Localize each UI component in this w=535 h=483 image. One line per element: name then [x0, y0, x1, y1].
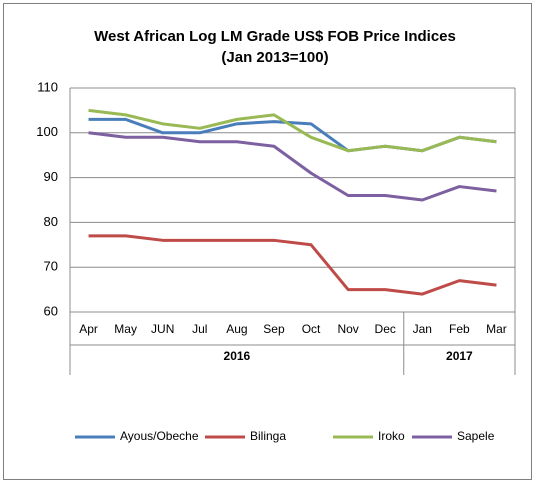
x-group-label: 2016 [224, 349, 251, 363]
series-line [88, 234, 497, 296]
legend-label: Iroko [378, 429, 405, 443]
x-tick-label: Nov [337, 322, 358, 336]
chart-subtitle: (Jan 2013=100) [221, 49, 328, 66]
y-tick-label: 110 [37, 79, 58, 94]
legend-label: Sapele [457, 429, 495, 443]
x-group-label: 2017 [446, 349, 473, 363]
x-tick-label: Sep [263, 322, 285, 336]
x-tick-label: JUN [151, 322, 174, 336]
y-tick-label: 90 [44, 169, 58, 184]
x-tick-label: Dec [375, 322, 396, 336]
series-line [88, 108, 497, 153]
y-tick-label: 70 [44, 259, 58, 274]
x-tick-label: May [114, 322, 137, 336]
legend-label: Bilinga [250, 429, 286, 443]
x-tick-label: Feb [449, 322, 470, 336]
chart-title: West African Log LM Grade US$ FOB Price … [94, 28, 456, 45]
x-tick-label: Apr [79, 322, 98, 336]
y-tick-label: 80 [44, 214, 58, 229]
legend-label: Ayous/Obeche [120, 429, 199, 443]
y-tick-label: 60 [44, 303, 58, 318]
x-tick-label: Jul [192, 322, 207, 336]
x-tick-label: Mar [486, 322, 507, 336]
y-tick-label: 100 [36, 124, 58, 139]
x-tick-label: Jan [413, 322, 432, 336]
x-tick-label: Aug [226, 322, 247, 336]
x-tick-label: Oct [302, 322, 321, 336]
series-line [88, 131, 497, 202]
